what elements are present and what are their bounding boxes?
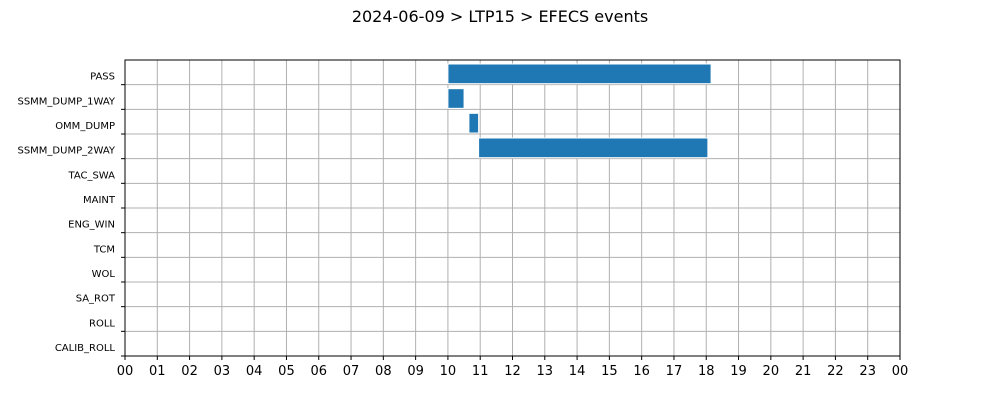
x-tick-label: 11 [472, 364, 489, 379]
x-tick-label: 15 [601, 364, 618, 379]
x-axis: 00 01 02 03 04 05 06 07 08 09 10 11 12 13 14 15 16 17 18 19… [117, 356, 909, 379]
x-tick-label: 08 [375, 364, 392, 379]
x-tick-label: 17 [666, 364, 683, 379]
y-tick-label: ROLL [89, 318, 115, 329]
x-tick-label: 01 [149, 364, 166, 379]
x-tick-label: 04 [246, 364, 263, 379]
x-tick-label: 00 [117, 364, 134, 379]
event-bar [468, 112, 480, 134]
x-tick-label: 21 [795, 364, 812, 379]
x-tick-label: 16 [633, 364, 650, 379]
y-axis: PASS SSMM_DUMP_1WAY OMM_DUMP SSMM_DUMP_2WAY… [17, 72, 125, 357]
x-tick-label: 06 [310, 364, 327, 379]
y-tick-label: TCM [93, 244, 115, 255]
x-tick-label: 19 [730, 364, 747, 379]
x-tick-label: 02 [181, 364, 198, 379]
y-tick-label: WOL [92, 269, 116, 280]
x-tick-label: 10 [440, 364, 457, 379]
grid [124, 60, 901, 357]
x-tick-label: 00 [892, 364, 909, 379]
event-bar [447, 63, 712, 85]
y-tick-label: TAC_SWA [67, 170, 115, 181]
x-tick-label: 18 [698, 364, 715, 379]
y-tick-label: PASS [90, 72, 115, 83]
x-tick-label: 20 [763, 364, 780, 379]
x-tick-label: 14 [569, 364, 586, 379]
x-tick-label: 12 [504, 364, 521, 379]
y-tick-label: MAINT [83, 195, 116, 206]
y-tick-label: SA_ROT [76, 294, 116, 305]
event-bar [447, 88, 465, 109]
chart-title: 2024-06-09 > LTP15 > EFECS events [352, 7, 648, 26]
x-tick-label: 22 [827, 364, 844, 379]
y-tick-label: SSMM_DUMP_2WAY [17, 146, 115, 157]
y-tick-label: CALIB_ROLL [55, 343, 116, 354]
x-tick-label: 05 [278, 364, 295, 379]
x-tick-label: 23 [859, 364, 876, 379]
y-tick-label: OMM_DUMP [55, 121, 115, 132]
x-tick-label: 07 [343, 364, 360, 379]
event-bar [478, 137, 709, 159]
x-tick-label: 13 [537, 364, 554, 379]
y-tick-label: SSMM_DUMP_1WAY [17, 96, 115, 107]
y-tick-label: ENG_WIN [68, 220, 115, 231]
x-tick-label: 09 [407, 364, 424, 379]
x-tick-label: 03 [214, 364, 231, 379]
bars [447, 63, 712, 159]
